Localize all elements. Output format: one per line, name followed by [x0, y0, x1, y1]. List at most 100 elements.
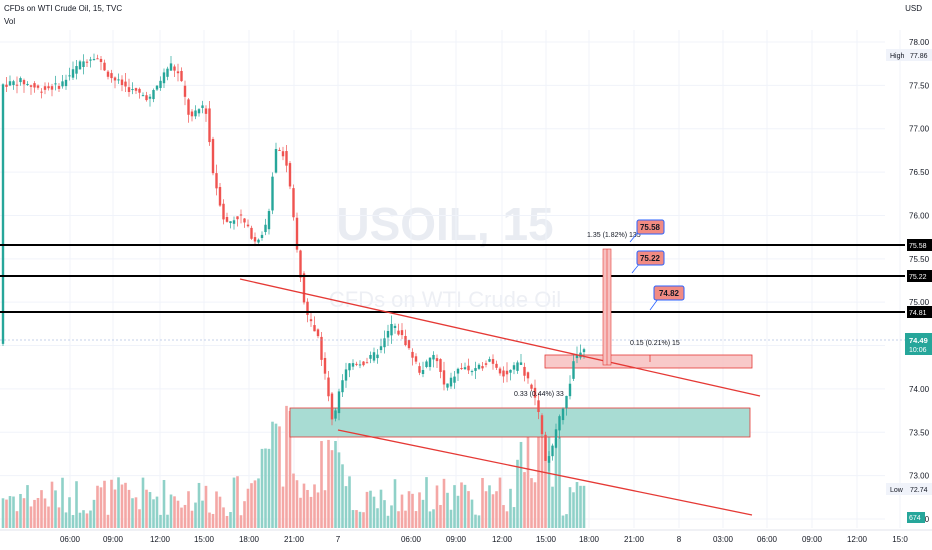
candle-body: [169, 63, 173, 71]
volume-bar: [75, 481, 78, 528]
watermark-name: CFDs on WTI Crude Oil: [329, 287, 561, 312]
time-tick-label: 15:00: [194, 535, 215, 544]
time-tick-label: 18:00: [579, 535, 600, 544]
candle-body: [145, 95, 148, 101]
volume-bar: [208, 512, 211, 528]
time-tick-label: 12:00: [847, 535, 868, 544]
volume-bar: [236, 476, 239, 528]
measure-annotation-large: 1.35 (1.82%) 135: [587, 232, 641, 239]
candle-body: [362, 361, 365, 366]
chart-title: CFDs on WTI Crude Oil, 15, TVC: [4, 4, 123, 13]
level-tag-75-22: 75.22: [909, 274, 927, 281]
volume-bar: [558, 410, 561, 528]
volume-bar: [8, 496, 12, 528]
candle-body: [365, 362, 369, 364]
volume-bar: [43, 498, 47, 528]
candle-body: [495, 363, 498, 368]
candle-body: [337, 391, 341, 414]
resistance-zone[interactable]: [544, 354, 753, 369]
candle-body: [197, 109, 201, 114]
volume-bar: [278, 426, 281, 528]
volume-bar: [348, 476, 351, 528]
volume-bar: [180, 507, 183, 528]
target-callout-75-58[interactable]: 75.58: [629, 219, 665, 243]
volume-bar: [386, 515, 390, 528]
demand-zone[interactable]: [289, 407, 751, 438]
candle-body: [327, 377, 330, 397]
time-tick-label: 7: [336, 535, 341, 544]
price-tick-label: 76.00: [909, 211, 930, 220]
candle-body: [449, 377, 453, 387]
volume-bar: [246, 488, 250, 528]
candle-body: [323, 357, 327, 374]
upper-channel-trendline[interactable]: [239, 278, 761, 397]
time-tick-label: 21:00: [284, 535, 305, 544]
candle-body: [155, 85, 159, 90]
candle-body: [159, 80, 162, 88]
candle-body: [243, 218, 246, 223]
target-callout-74-82[interactable]: 74.82: [649, 285, 685, 311]
candle-body: [547, 456, 551, 463]
candle-body: [5, 84, 8, 87]
candle-body: [89, 59, 92, 61]
volume-indicator-label[interactable]: Vol: [4, 17, 16, 26]
volume-bar: [414, 511, 418, 528]
currency-label: USD: [905, 4, 922, 13]
volume-bar: [12, 496, 15, 528]
volume-bar: [117, 477, 120, 528]
candle-body: [376, 354, 379, 359]
candle-body: [43, 86, 47, 90]
volume-bar: [166, 514, 169, 528]
volume-bar: [15, 511, 19, 528]
last-volume-tag: 674: [909, 515, 921, 522]
volume-bar: [516, 459, 519, 528]
low-value: 72.74: [910, 487, 928, 494]
target-callout-75-22[interactable]: 75.22: [631, 250, 665, 274]
volume-bar: [505, 511, 509, 528]
watermark-symbol: USOIL, 15: [336, 198, 553, 250]
candle-body: [316, 329, 320, 337]
volume-bar: [334, 441, 337, 528]
candle-body: [481, 366, 484, 369]
candle-body: [516, 362, 519, 371]
volume-bar: [229, 512, 232, 528]
candle-body: [400, 330, 404, 336]
volume-bar: [509, 488, 512, 528]
candle-body: [330, 393, 334, 420]
lower-channel-trendline[interactable]: [337, 429, 753, 516]
candle-body: [295, 217, 299, 250]
volume-bar: [292, 473, 295, 528]
candle-body: [428, 357, 432, 367]
candle-body: [211, 139, 215, 174]
target-label-75-58: 75.58: [640, 223, 661, 232]
volume-bar: [327, 439, 330, 528]
time-tick-label: 03:00: [713, 535, 734, 544]
candle-body: [138, 88, 141, 93]
candle-body: [225, 217, 229, 222]
candle-body: [302, 273, 306, 303]
candle-body: [176, 71, 180, 74]
candle-body: [187, 99, 190, 115]
volume-bar: [40, 490, 43, 528]
candle-body: [537, 400, 540, 413]
candle-body: [64, 79, 68, 87]
candle-body: [491, 359, 495, 364]
measure-annotation-small: 0.15 (0.21%) 15: [630, 340, 680, 347]
candle-body: [530, 384, 533, 389]
candle-body: [278, 149, 281, 151]
volume-bar: [355, 510, 358, 528]
candle-body: [453, 376, 456, 383]
volume-bar: [187, 491, 190, 528]
candle-body: [369, 354, 372, 359]
candle-body: [379, 346, 383, 351]
volume-bar: [358, 511, 362, 528]
candle-body: [141, 95, 145, 97]
volume-bar: [288, 410, 292, 528]
volume-bar: [243, 501, 246, 528]
volume-bar: [5, 499, 8, 528]
time-tick-label: 06:00: [60, 535, 81, 544]
candle-body: [12, 81, 15, 86]
candle-body: [351, 363, 355, 367]
time-axis[interactable]: 06:00 09:00 12:00 15:00 18:00 21:00 7 06:00 09:0…: [60, 535, 908, 544]
